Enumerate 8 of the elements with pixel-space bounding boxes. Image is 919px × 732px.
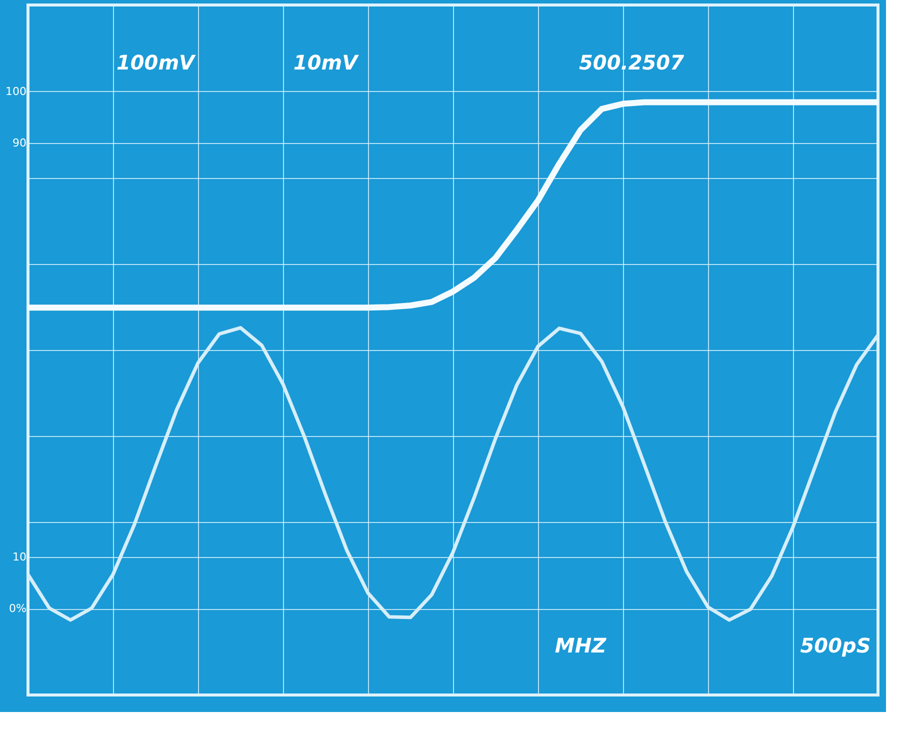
- y-tick-label: 0%: [9, 602, 26, 616]
- y-tick-label: 100: [6, 84, 26, 98]
- annotation: 10mV: [293, 50, 360, 75]
- annotation: 100mV: [116, 50, 196, 75]
- y-tick-label: 10: [12, 550, 26, 564]
- y-tick-label: 90: [12, 136, 26, 150]
- annotation: MHZ: [554, 634, 607, 658]
- annotation: 500pS: [800, 634, 871, 658]
